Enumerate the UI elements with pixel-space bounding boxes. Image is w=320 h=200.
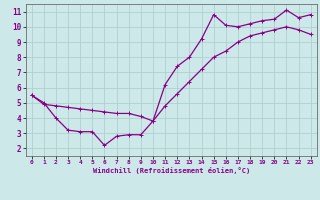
X-axis label: Windchill (Refroidissement éolien,°C): Windchill (Refroidissement éolien,°C) (92, 167, 250, 174)
